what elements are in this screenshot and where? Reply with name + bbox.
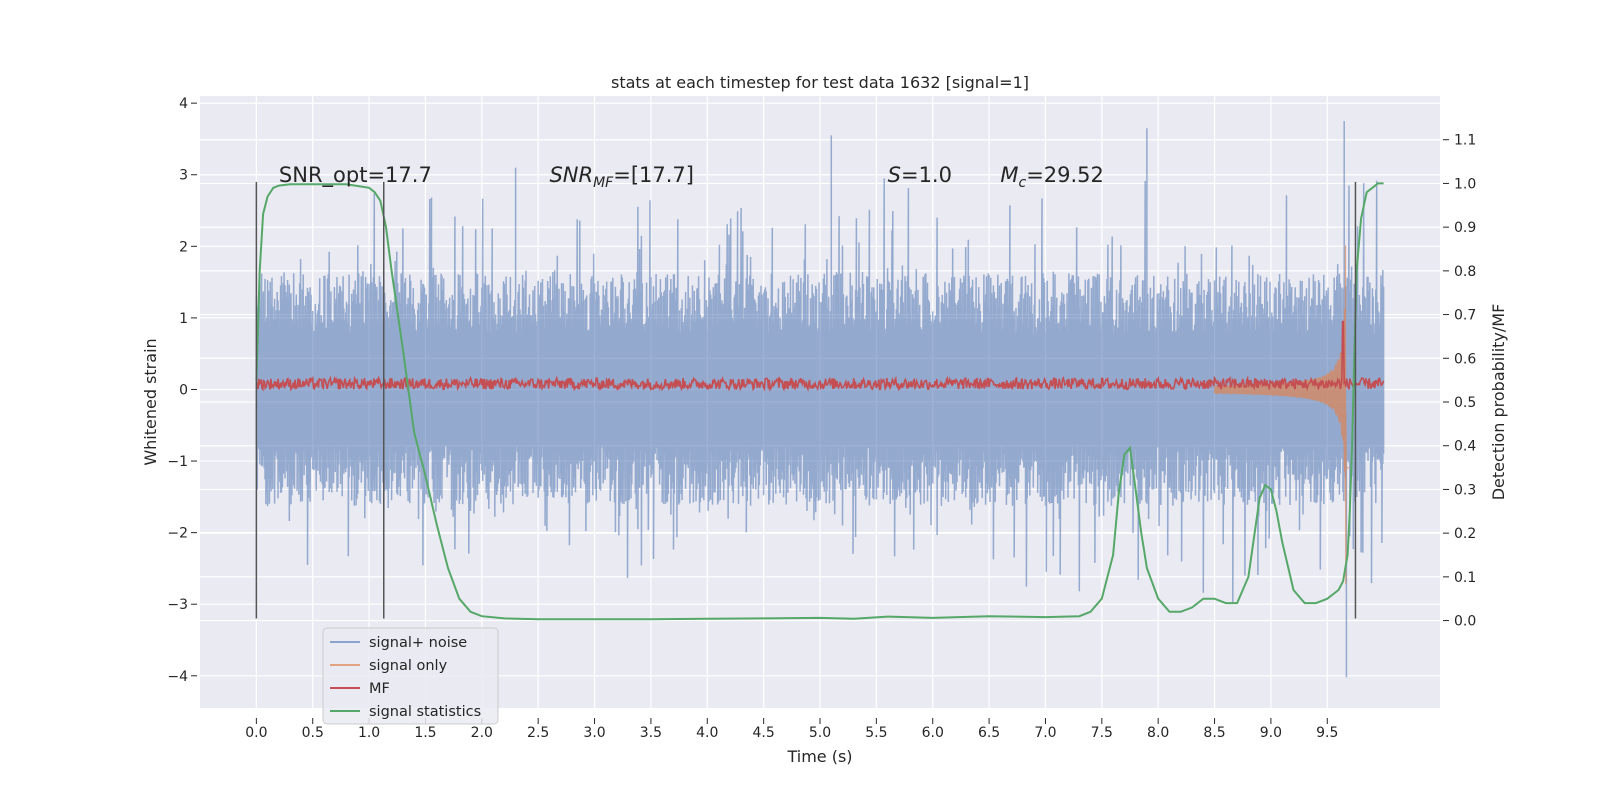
legend: signal+ noise signal only MF signal statist… bbox=[322, 627, 499, 725]
legend-label: signal+ noise bbox=[369, 635, 467, 651]
x-tick-label: 2.5 bbox=[527, 725, 549, 741]
legend-label: signal statistics bbox=[369, 704, 481, 720]
y-tick-label: −1 bbox=[167, 454, 188, 470]
vertical-markers bbox=[255, 181, 1357, 619]
signal-statistics-series bbox=[255, 182, 1384, 621]
mf-line bbox=[255, 320, 1385, 392]
y2-tick-label: 0.4 bbox=[1454, 439, 1476, 455]
y-axis-label: Whitened strain bbox=[141, 338, 160, 465]
x-tick-label: 1.0 bbox=[358, 725, 380, 741]
x-tick-label: 4.0 bbox=[696, 725, 718, 741]
y-tick-label: 2 bbox=[179, 239, 188, 255]
x-tick-label: 2.0 bbox=[471, 725, 493, 741]
x-tick-label: 5.5 bbox=[865, 725, 887, 741]
y-tick-label: 4 bbox=[179, 96, 188, 112]
y-tick-label: −3 bbox=[167, 597, 188, 613]
y-tick-label: 0 bbox=[179, 382, 188, 398]
y2-tick-label: 1.0 bbox=[1454, 176, 1476, 192]
y2-tick-label: 0.7 bbox=[1454, 308, 1476, 324]
annotation-snr_mf: SNRMF=[17.7] bbox=[549, 163, 694, 191]
y-tick-label: 3 bbox=[179, 168, 188, 184]
legend-box bbox=[322, 627, 499, 725]
y2-tick-label: 0.1 bbox=[1454, 570, 1476, 586]
y2-tick-label: 0.3 bbox=[1454, 482, 1476, 498]
x-tick-label: 9.5 bbox=[1316, 725, 1338, 741]
x-tick-label: 3.5 bbox=[640, 725, 662, 741]
legend-label: signal only bbox=[369, 658, 448, 674]
x-tick-label: 5.0 bbox=[809, 725, 831, 741]
y2-tick-label: 0.8 bbox=[1454, 264, 1476, 280]
x-tick-label: 7.0 bbox=[1034, 725, 1056, 741]
mf-series bbox=[255, 320, 1385, 392]
annotation-s: S=1.0 bbox=[888, 163, 952, 187]
y2-tick-label: 0.2 bbox=[1454, 526, 1476, 542]
signal-only-series bbox=[1213, 245, 1350, 585]
x-tick-label: 1.5 bbox=[414, 725, 436, 741]
y2-tick-label: 0.6 bbox=[1454, 351, 1476, 367]
chart-title: stats at each timestep for test data 163… bbox=[611, 73, 1029, 92]
y2-tick-label: 1.1 bbox=[1454, 133, 1476, 149]
y2-axis-label: Detection probability/MF bbox=[1489, 304, 1508, 501]
x-tick-label: 7.5 bbox=[1091, 725, 1113, 741]
y2-tick-label: 0.5 bbox=[1454, 395, 1476, 411]
annotation-mc: Mc=29.52 bbox=[1000, 163, 1104, 191]
x-tick-label: 6.0 bbox=[922, 725, 944, 741]
signal-only-line bbox=[1213, 245, 1350, 585]
x-axis-label: Time (s) bbox=[786, 747, 852, 766]
x-tick-label: 6.5 bbox=[978, 725, 1000, 741]
legend-label: MF bbox=[369, 681, 390, 697]
y-tick-labels: −4 −3 −2 −1 0 1 2 3 4 bbox=[167, 96, 197, 685]
x-tick-label: 0.5 bbox=[302, 725, 324, 741]
y2-tick-label: 0.9 bbox=[1454, 220, 1476, 236]
x-tick-label: 9.0 bbox=[1260, 725, 1282, 741]
y-tick-label: −4 bbox=[167, 669, 188, 685]
x-tick-label: 4.5 bbox=[753, 725, 775, 741]
y-tick-label: −2 bbox=[167, 526, 188, 542]
x-tick-label: 0.0 bbox=[245, 725, 267, 741]
x-tick-label: 3.0 bbox=[583, 725, 605, 741]
annotation-snr_opt: SNR_opt=17.7 bbox=[279, 163, 432, 188]
signal-statistics-line bbox=[255, 182, 1384, 621]
x-tick-label: 8.5 bbox=[1203, 725, 1225, 741]
x-tick-labels: 0.0 0.5 1.0 1.5 2.0 2.5 3.0 3.5 4.0 4.5 5.0 5.5 6.0 6… bbox=[245, 718, 1338, 741]
annotations: SNR_opt=17.7 SNRMF=[17.7] S=1.0 Mc=29.52 bbox=[279, 163, 1104, 191]
y2-tick-labels: 0.0 0.1 0.2 0.3 0.4 0.5 0.6 0.7 0.8 0.9 1.0 1.1 bbox=[1443, 133, 1476, 630]
y-tick-label: 1 bbox=[179, 311, 188, 327]
y2-tick-label: 0.0 bbox=[1454, 614, 1476, 630]
x-tick-label: 8.0 bbox=[1147, 725, 1169, 741]
